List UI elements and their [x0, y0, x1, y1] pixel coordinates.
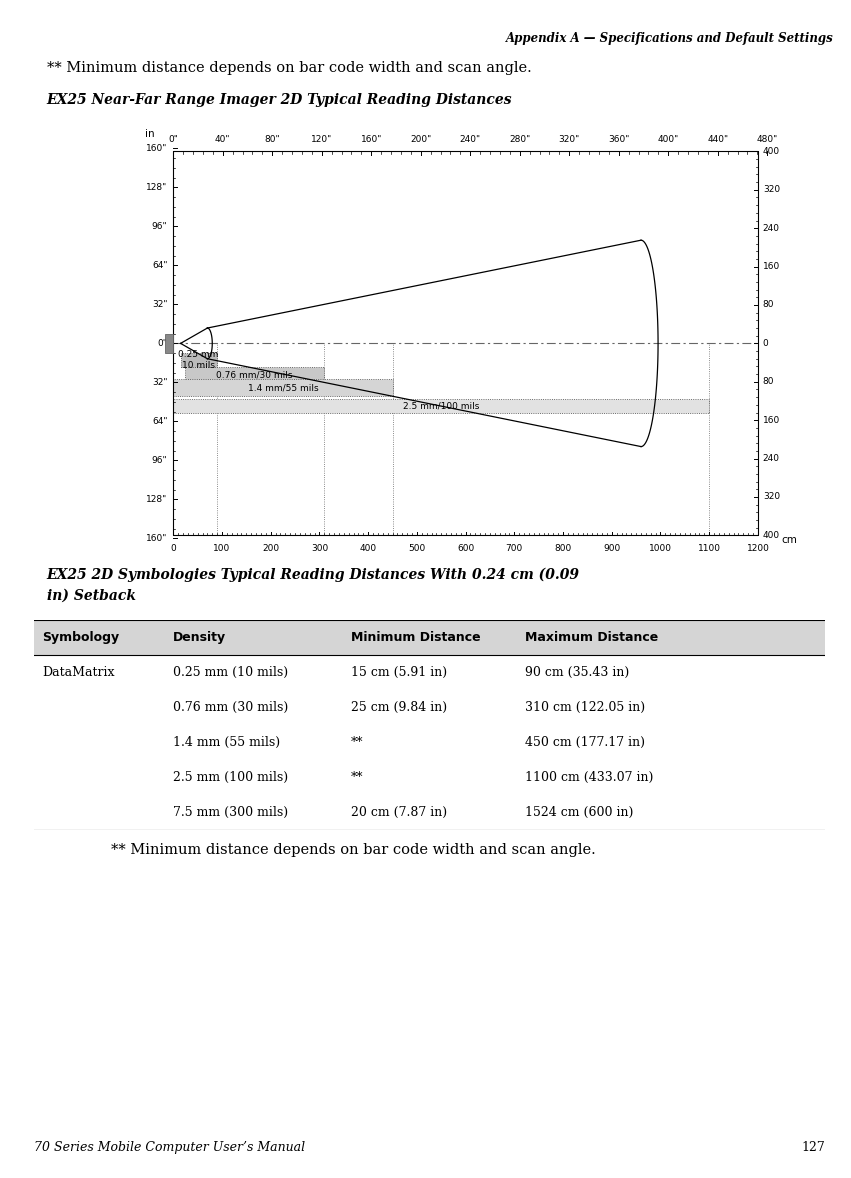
- Text: 128": 128": [146, 495, 168, 504]
- Text: 127: 127: [802, 1141, 825, 1154]
- Text: 90 cm (35.43 in): 90 cm (35.43 in): [525, 666, 629, 679]
- Text: 400: 400: [360, 544, 377, 552]
- Text: 310 cm (122.05 in): 310 cm (122.05 in): [525, 701, 645, 714]
- Bar: [174, 379, 392, 396]
- Text: cm: cm: [781, 535, 797, 545]
- Text: 80: 80: [762, 300, 774, 310]
- Text: 96": 96": [151, 456, 168, 465]
- Text: 320: 320: [762, 492, 780, 502]
- Text: 900: 900: [603, 544, 620, 552]
- Text: 20 cm (7.87 in): 20 cm (7.87 in): [351, 807, 447, 820]
- Bar: [174, 398, 709, 413]
- Text: in) Setback: in) Setback: [47, 589, 136, 603]
- Text: 0.25 mm (10 mils): 0.25 mm (10 mils): [173, 666, 288, 679]
- Text: 450 cm (177.17 in): 450 cm (177.17 in): [525, 736, 645, 749]
- Text: 440": 440": [707, 134, 728, 144]
- Text: 240: 240: [762, 454, 780, 463]
- Text: 1524 cm (600 in): 1524 cm (600 in): [525, 807, 633, 820]
- Text: 7.5 mm (300 mils): 7.5 mm (300 mils): [173, 807, 288, 820]
- Text: 200": 200": [410, 134, 431, 144]
- Text: DataMatrix: DataMatrix: [42, 666, 114, 679]
- Bar: [180, 353, 217, 368]
- Text: 160": 160": [361, 134, 382, 144]
- Text: 32": 32": [152, 300, 168, 309]
- Text: 320": 320": [558, 134, 580, 144]
- Text: Maximum Distance: Maximum Distance: [525, 630, 658, 643]
- Text: Appendix A — Specifications and Default Settings: Appendix A — Specifications and Default …: [506, 32, 834, 45]
- Bar: [34, 620, 825, 655]
- Text: 360": 360": [608, 134, 630, 144]
- Text: 240: 240: [762, 224, 780, 233]
- Text: 300: 300: [311, 544, 328, 552]
- Text: 40": 40": [215, 134, 231, 144]
- Bar: [164, 335, 174, 352]
- Bar: [174, 152, 758, 535]
- Text: ** Minimum distance depends on bar code width and scan angle.: ** Minimum distance depends on bar code …: [47, 61, 532, 75]
- Text: 160": 160": [146, 534, 168, 543]
- Text: 1100: 1100: [698, 544, 721, 552]
- Text: 0: 0: [170, 544, 176, 552]
- Text: 0": 0": [157, 339, 168, 348]
- Text: 96": 96": [151, 221, 168, 231]
- Text: 280": 280": [509, 134, 530, 144]
- Text: EX25 2D Symbologies Typical Reading Distances With 0.24 cm (0.09: EX25 2D Symbologies Typical Reading Dist…: [47, 568, 580, 582]
- Text: 1000: 1000: [649, 544, 672, 552]
- Text: 480": 480": [757, 134, 778, 144]
- Text: 2.5 mm/100 mils: 2.5 mm/100 mils: [403, 402, 479, 410]
- Text: 70 Series Mobile Computer User’s Manual: 70 Series Mobile Computer User’s Manual: [34, 1141, 306, 1154]
- Text: 120": 120": [311, 134, 333, 144]
- Text: 400: 400: [762, 531, 780, 540]
- Text: 1200: 1200: [746, 544, 769, 552]
- Text: 500: 500: [408, 544, 426, 552]
- Text: 1100 cm (433.07 in): 1100 cm (433.07 in): [525, 772, 653, 785]
- Text: 80: 80: [762, 377, 774, 386]
- Text: 100: 100: [214, 544, 231, 552]
- Text: 0.76 mm (30 mils): 0.76 mm (30 mils): [173, 701, 288, 714]
- Text: **: **: [351, 736, 363, 749]
- Text: 700: 700: [505, 544, 523, 552]
- Text: EX25 Near-Far Range Imager 2D Typical Reading Distances: EX25 Near-Far Range Imager 2D Typical Re…: [47, 93, 512, 107]
- Text: 800: 800: [555, 544, 572, 552]
- Text: 240": 240": [460, 134, 481, 144]
- Text: Symbology: Symbology: [42, 630, 119, 643]
- Text: 0: 0: [762, 339, 768, 348]
- Text: 320: 320: [762, 185, 780, 194]
- Text: 64": 64": [152, 417, 168, 426]
- Text: 1.4 mm (55 mils): 1.4 mm (55 mils): [173, 736, 280, 749]
- Text: 32": 32": [152, 378, 168, 386]
- Text: 0.25 mm
10 mils: 0.25 mm 10 mils: [179, 351, 219, 370]
- Text: 400: 400: [762, 147, 780, 155]
- Text: Minimum Distance: Minimum Distance: [351, 630, 480, 643]
- Text: ** Minimum distance depends on bar code width and scan angle.: ** Minimum distance depends on bar code …: [111, 843, 596, 858]
- Text: **: **: [351, 772, 363, 785]
- Text: 160: 160: [762, 262, 780, 271]
- Text: 64": 64": [152, 260, 168, 270]
- Text: 25 cm (9.84 in): 25 cm (9.84 in): [351, 701, 447, 714]
- Text: 160": 160": [146, 144, 168, 153]
- Text: 2.5 mm (100 mils): 2.5 mm (100 mils): [173, 772, 288, 785]
- Text: in: in: [146, 130, 155, 139]
- Text: 160: 160: [762, 416, 780, 425]
- Text: 0.76 mm/30 mils: 0.76 mm/30 mils: [216, 370, 293, 379]
- Text: 600: 600: [457, 544, 474, 552]
- Text: 1.4 mm/55 mils: 1.4 mm/55 mils: [248, 383, 318, 392]
- Text: 400": 400": [658, 134, 679, 144]
- Bar: [186, 368, 324, 382]
- Text: 0": 0": [168, 134, 178, 144]
- Text: 15 cm (5.91 in): 15 cm (5.91 in): [351, 666, 447, 679]
- Text: 128": 128": [146, 183, 168, 192]
- Text: Density: Density: [173, 630, 226, 643]
- Text: 200: 200: [262, 544, 279, 552]
- Text: 80": 80": [265, 134, 280, 144]
